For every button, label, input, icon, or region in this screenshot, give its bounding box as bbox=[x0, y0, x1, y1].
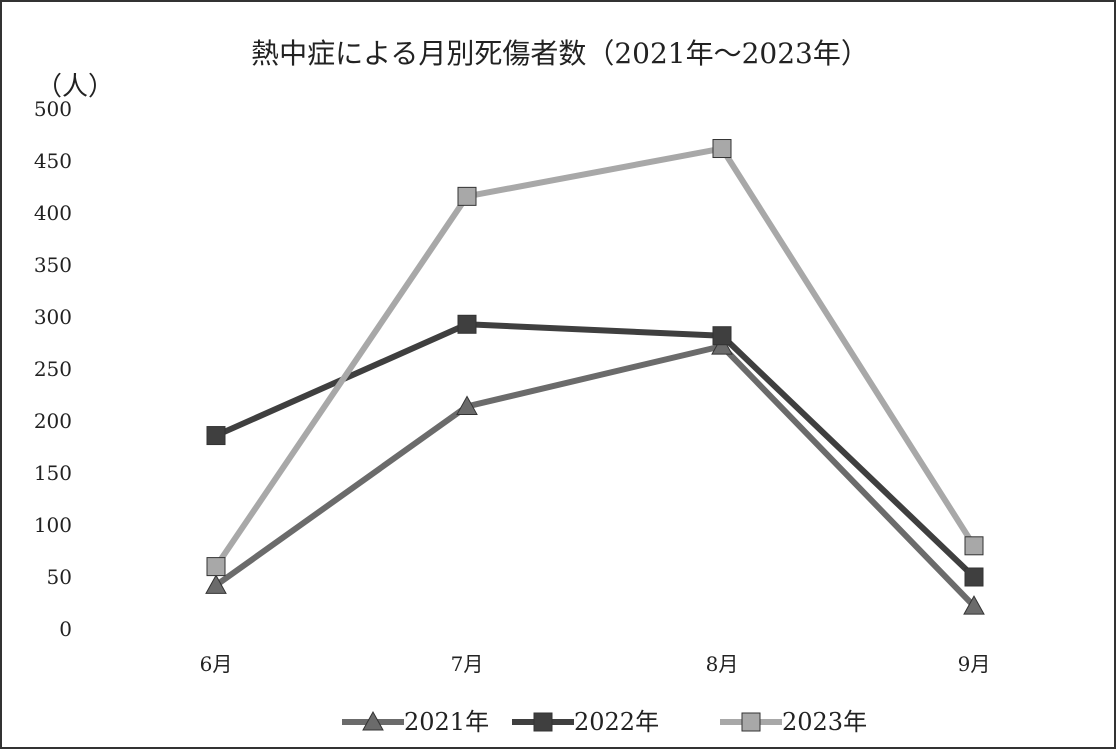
data-point bbox=[457, 186, 477, 206]
y-tick-label: 50 bbox=[47, 565, 72, 589]
y-axis-unit-label: （人） bbox=[36, 72, 115, 102]
y-tick-label: 450 bbox=[34, 149, 72, 173]
legend-marker bbox=[362, 710, 384, 731]
legend-label: 2021年 bbox=[404, 708, 489, 736]
y-tick-label: 300 bbox=[34, 305, 72, 329]
legend-label: 2022年 bbox=[574, 708, 659, 736]
legend-label: 2023年 bbox=[782, 708, 867, 736]
series-line bbox=[213, 145, 977, 569]
series-line bbox=[214, 343, 977, 609]
y-tick-label: 150 bbox=[34, 461, 72, 485]
legend-marker bbox=[741, 712, 761, 732]
y-axis-ticks: 0 50 100 150 200 250 300 350 400 450 500 bbox=[34, 97, 72, 641]
x-tick-label: 9月 bbox=[958, 652, 991, 676]
y-tick-label: 350 bbox=[34, 253, 72, 277]
legend-item: 2021年 bbox=[342, 708, 489, 736]
series-2 bbox=[206, 139, 984, 577]
data-point bbox=[712, 326, 732, 346]
data-point bbox=[456, 395, 478, 415]
legend-marker bbox=[533, 712, 553, 732]
x-axis-ticks: 6月 7月 8月 9月 bbox=[200, 652, 991, 676]
data-point bbox=[206, 426, 226, 446]
x-tick-label: 8月 bbox=[706, 652, 739, 676]
data-point bbox=[206, 557, 226, 577]
chart-title: 熱中症による月別死傷者数（2021年～2023年） bbox=[251, 37, 869, 70]
data-point bbox=[457, 314, 477, 334]
y-tick-label: 0 bbox=[59, 617, 72, 641]
series-1 bbox=[206, 314, 984, 587]
legend-item: 2023年 bbox=[720, 708, 867, 736]
y-tick-label: 250 bbox=[34, 357, 72, 381]
series-layer bbox=[205, 139, 985, 615]
data-point bbox=[205, 574, 227, 594]
data-point bbox=[964, 536, 984, 556]
y-tick-label: 500 bbox=[34, 97, 72, 121]
legend: 2021年 2022年 2023年 bbox=[342, 708, 867, 736]
x-tick-label: 6月 bbox=[200, 652, 233, 676]
y-tick-label: 400 bbox=[34, 201, 72, 225]
y-tick-label: 100 bbox=[34, 513, 72, 537]
legend-item: 2022年 bbox=[512, 708, 659, 736]
data-point bbox=[963, 595, 985, 615]
data-point bbox=[712, 139, 732, 159]
y-tick-label: 200 bbox=[34, 409, 72, 433]
data-point bbox=[964, 567, 984, 587]
x-tick-label: 7月 bbox=[451, 652, 484, 676]
